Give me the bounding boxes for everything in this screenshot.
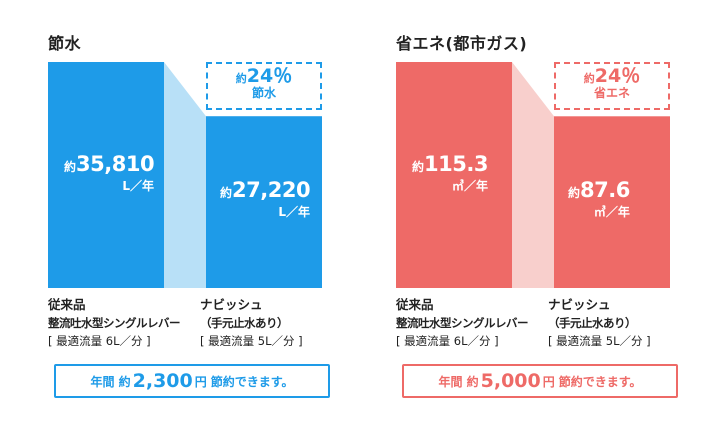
savings-label: 節水 — [251, 85, 276, 100]
value-number: 27,220 — [232, 178, 311, 203]
value-prefix: 約 — [64, 160, 77, 175]
savings-percent: 24％ — [246, 65, 293, 87]
banner-amount: 5,000 — [480, 370, 541, 392]
value-unit: L／年 — [122, 179, 155, 194]
bar-navish — [554, 116, 670, 288]
caption-conventional: 従来品 整流吐水型シングルレバー [ 最適流量 6L／分 ] — [396, 296, 529, 350]
banner-part1: 年間 約 — [90, 374, 131, 389]
connector-band — [512, 62, 554, 288]
caption-line2: （手元止水あり） — [200, 316, 288, 330]
caption-line1: 従来品 — [48, 297, 86, 312]
caption-navish: ナビッシュ （手元止水あり） [ 最適流量 5L／分 ] — [200, 296, 303, 350]
bar-navish — [206, 116, 322, 288]
energy-saving-panel: 省エネ(都市ガス) 約24％ 省エネ 約115.3 ㎥／年 約87.6 ㎥／年 … — [396, 0, 696, 431]
chart-title: 節水 — [48, 34, 82, 53]
caption-line3: [ 最適流量 6L／分 ] — [396, 334, 499, 348]
savings-box: 約24％ 節水 — [206, 62, 322, 111]
value-number: 35,810 — [76, 152, 155, 177]
savings-prefix: 約 — [235, 72, 247, 85]
water-saving-panel: 節水 約24％ 節水 約35,810 L／年 約27,220 L／年 従来品 整… — [48, 0, 348, 431]
value-number: 87.6 — [580, 178, 630, 203]
banner-part2: 円 — [194, 374, 207, 389]
caption-line3: [ 最適流量 5L／分 ] — [200, 334, 303, 348]
banner-part3: 節約できます。 — [210, 374, 294, 389]
caption-line1: ナビッシュ — [200, 297, 263, 312]
banner-part3: 節約できます。 — [558, 374, 642, 389]
value-prefix: 約 — [412, 160, 425, 175]
caption-line2: 整流吐水型シングルレバー — [48, 316, 181, 330]
savings-box: 約24％ 省エネ — [554, 62, 670, 111]
value-label-conventional: 約115.3 ㎥／年 — [412, 152, 488, 194]
caption-line3: [ 最適流量 5L／分 ] — [548, 334, 651, 348]
caption-conventional: 従来品 整流吐水型シングルレバー [ 最適流量 6L／分 ] — [48, 296, 181, 350]
caption-line1: 従来品 — [396, 297, 434, 312]
value-unit: ㎥／年 — [451, 179, 488, 194]
value-unit: ㎥／年 — [593, 205, 630, 220]
savings-percent: 24％ — [594, 65, 641, 87]
value-number: 115.3 — [424, 152, 488, 177]
bar-conventional — [396, 62, 512, 288]
caption-line1: ナビッシュ — [548, 297, 611, 312]
value-label-navish: 約87.6 ㎥／年 — [568, 178, 630, 220]
caption-navish: ナビッシュ （手元止水あり） [ 最適流量 5L／分 ] — [548, 296, 651, 350]
caption-line2: （手元止水あり） — [548, 316, 636, 330]
savings-label: 省エネ — [593, 85, 630, 100]
banner-amount: 2,300 — [132, 370, 193, 392]
annual-savings-banner: 年間 約 2,300 円 節約できます。 — [54, 364, 330, 398]
chart-title: 省エネ(都市ガス) — [396, 34, 528, 53]
value-label-conventional: 約35,810 L／年 — [64, 152, 155, 194]
water-bar-chart — [48, 62, 322, 288]
value-prefix: 約 — [220, 186, 233, 201]
savings-prefix: 約 — [583, 72, 595, 85]
banner-part1: 年間 約 — [438, 374, 479, 389]
caption-line3: [ 最適流量 6L／分 ] — [48, 334, 151, 348]
value-unit: L／年 — [278, 205, 311, 220]
energy-bar-chart — [396, 62, 670, 288]
bar-conventional — [48, 62, 164, 288]
banner-part2: 円 — [542, 374, 555, 389]
caption-line2: 整流吐水型シングルレバー — [396, 316, 529, 330]
annual-savings-banner: 年間 約 5,000 円 節約できます。 — [402, 364, 678, 398]
value-prefix: 約 — [568, 186, 581, 201]
value-label-navish: 約27,220 L／年 — [220, 178, 311, 220]
connector-band — [164, 62, 206, 288]
